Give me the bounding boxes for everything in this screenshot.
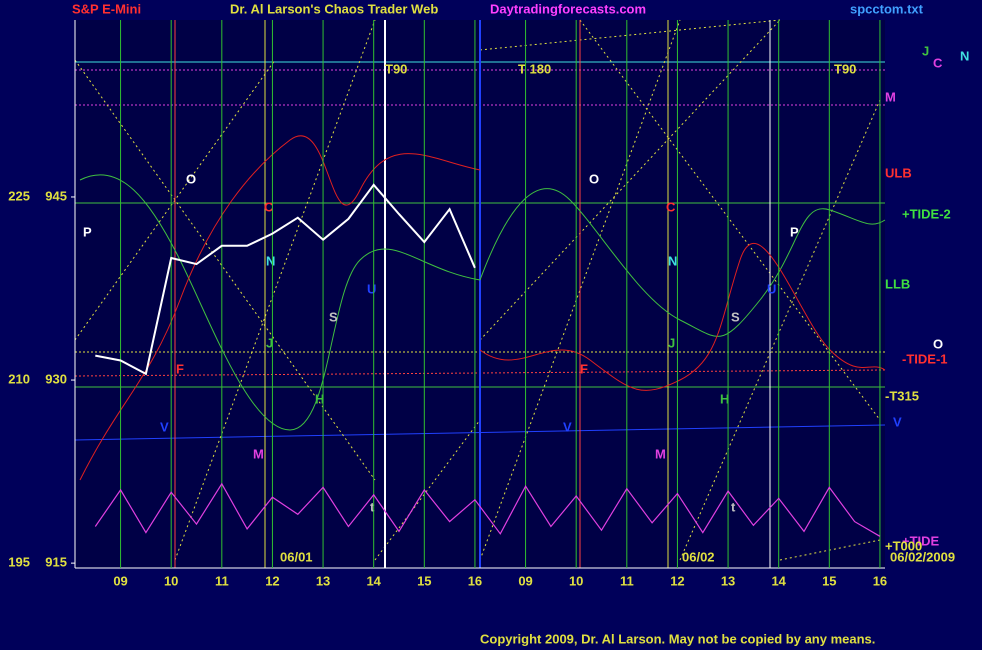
x-tick-label: 11	[620, 573, 634, 588]
right-label: +T000	[885, 538, 922, 553]
annotation: P	[83, 224, 92, 239]
x-tick-label: 09	[113, 573, 127, 588]
header-title: Dr. Al Larson's Chaos Trader Web	[230, 1, 438, 16]
x-tick-label: 14	[366, 573, 381, 588]
right-label: O	[933, 336, 943, 351]
right-label: V	[893, 414, 902, 429]
y2-tick-label: 195	[8, 555, 30, 570]
annotation: M	[885, 89, 896, 104]
annotation: S	[731, 309, 740, 324]
annotation: H	[720, 391, 729, 406]
date-label: 06/02/2009	[890, 549, 955, 564]
annotation: S	[329, 309, 338, 324]
x-tick-label: 15	[417, 573, 431, 588]
annotation: N	[668, 253, 677, 268]
header-link: Daytradingforecasts.com	[490, 1, 646, 16]
annotation: O	[589, 171, 599, 186]
y2-tick-label: 225	[8, 188, 30, 203]
right-label: +TIDE	[902, 533, 940, 548]
annotation: U	[367, 281, 376, 296]
x-tick-label: 12	[670, 573, 684, 588]
header-file: spcctom.txt	[850, 1, 924, 16]
trend-line	[79, 135, 886, 481]
right-label: C	[933, 55, 943, 70]
x-tick-label: 16	[873, 573, 887, 588]
annotation: T90	[834, 61, 856, 76]
x-tick-label: 13	[316, 573, 330, 588]
trend-line	[79, 174, 886, 431]
series-line	[95, 183, 476, 376]
x-tick-label: 10	[569, 573, 583, 588]
y-tick-label: 915	[45, 555, 67, 570]
right-label: LLB	[885, 276, 910, 291]
annotation: J	[668, 335, 675, 350]
x-tick-label: 09	[518, 573, 532, 588]
date-label: 06/02	[682, 549, 715, 564]
diagonal	[74, 19, 881, 561]
header-title: S&P E-Mini	[72, 1, 141, 16]
right-label: -TIDE-1	[902, 351, 948, 366]
x-tick-label: 11	[215, 573, 229, 588]
y2-tick-label: 210	[8, 371, 30, 386]
y-tick-label: 930	[45, 371, 67, 386]
annotation: N	[266, 253, 275, 268]
x-tick-label: 12	[265, 573, 279, 588]
annotation: V	[160, 419, 169, 434]
annotation: t	[370, 499, 375, 514]
x-tick-label: 14	[771, 573, 786, 588]
copyright: Copyright 2009, Dr. Al Larson. May not b…	[480, 631, 875, 646]
right-label: J	[922, 43, 929, 58]
right-label: -T315	[885, 388, 919, 403]
annotation: H	[315, 391, 324, 406]
date-label: 06/01	[280, 549, 313, 564]
y-tick-label: 945	[45, 188, 67, 203]
annotation: F	[580, 361, 588, 376]
series-line	[94, 482, 881, 537]
annotation: T 180	[518, 61, 551, 76]
x-tick-label: 16	[468, 573, 482, 588]
right-label: N	[960, 48, 969, 63]
right-label: ULB	[885, 165, 912, 180]
annotation: T90	[385, 61, 407, 76]
x-tick-label: 13	[721, 573, 735, 588]
annotation: J	[266, 335, 273, 350]
x-tick-label: 10	[164, 573, 178, 588]
annotation: O	[186, 171, 196, 186]
annotation: P	[790, 224, 799, 239]
annotation: C	[666, 199, 676, 214]
right-label: +TIDE-2	[902, 206, 951, 221]
annotation: t	[731, 499, 736, 514]
annotation: M	[655, 446, 666, 461]
decor	[74, 19, 886, 569]
x-tick-label: 15	[822, 573, 836, 588]
annotation: U	[767, 281, 776, 296]
annotation: M	[253, 446, 264, 461]
annotation: C	[264, 199, 274, 214]
annotation: V	[563, 419, 572, 434]
annotations: T90 T 180 T90 O O C C N N J J S S H H M …	[83, 43, 969, 564]
annotation: F	[176, 361, 184, 376]
